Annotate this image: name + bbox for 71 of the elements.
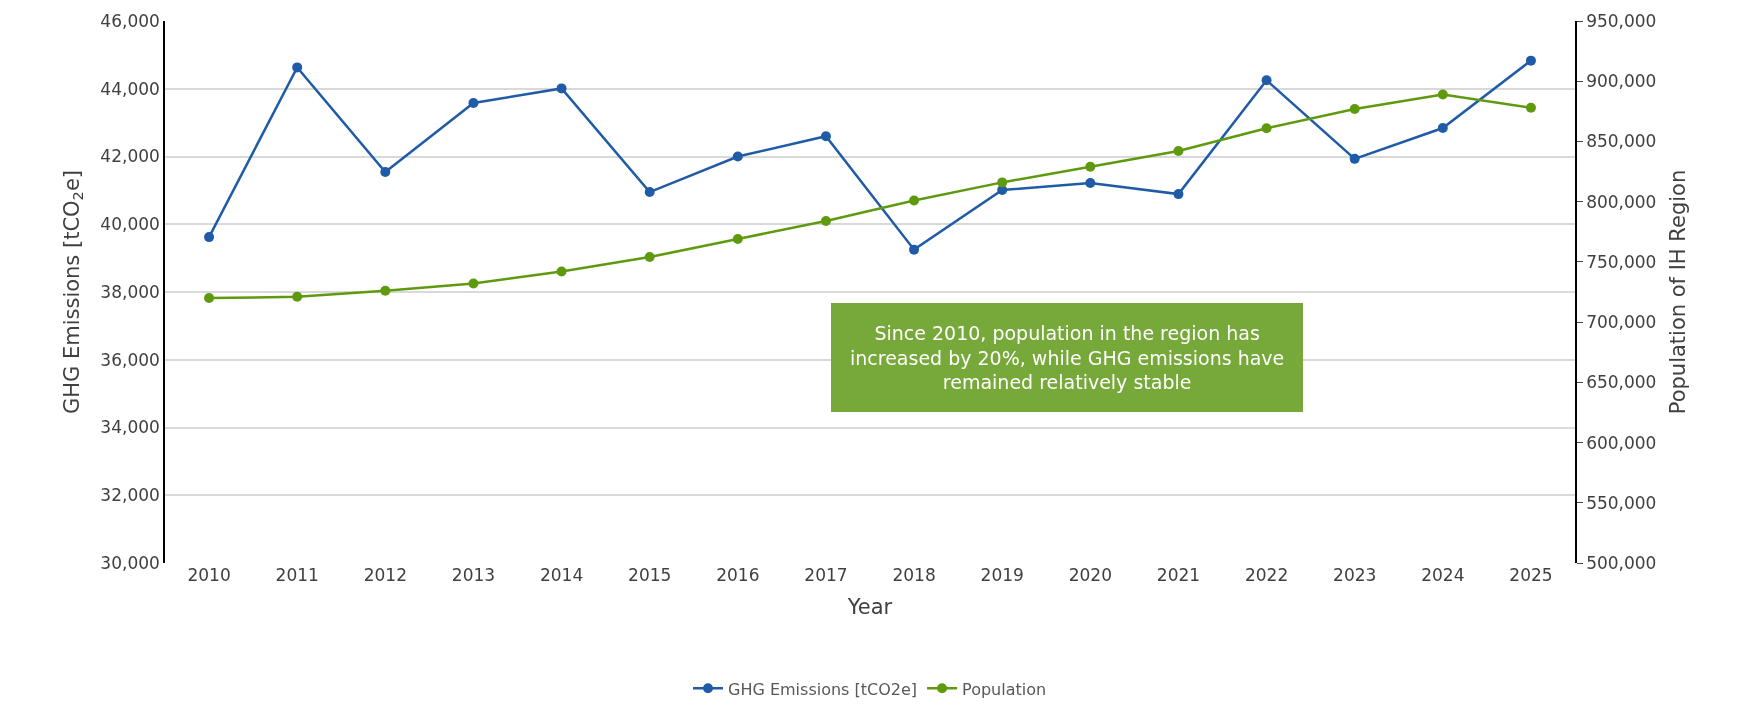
x-tick-label: 2023 bbox=[1333, 565, 1377, 585]
y2-tick-label: 650,000 bbox=[1586, 372, 1657, 393]
y2-tick-label: 500,000 bbox=[1586, 552, 1657, 573]
y2-axis-title: Population of IH Region bbox=[1666, 169, 1691, 415]
point bbox=[909, 244, 920, 255]
x-tick-label: 2019 bbox=[980, 565, 1024, 585]
x-tick-label: 2022 bbox=[1244, 565, 1289, 585]
y-tick-label: 38,000 bbox=[100, 281, 160, 302]
x-tick-label: 2011 bbox=[275, 565, 319, 585]
point bbox=[1173, 146, 1184, 157]
x-tick-label: 2017 bbox=[804, 565, 848, 585]
point bbox=[204, 293, 215, 304]
legend-label: GHG Emissions [tCO2e] bbox=[728, 679, 918, 699]
point bbox=[1261, 75, 1272, 86]
point bbox=[204, 232, 215, 243]
point bbox=[820, 215, 831, 226]
point bbox=[1173, 189, 1184, 200]
point bbox=[556, 83, 567, 94]
y2-tick-label: 950,000 bbox=[1586, 10, 1657, 31]
point bbox=[1349, 153, 1360, 164]
point bbox=[1437, 123, 1448, 134]
x-tick-label: 2010 bbox=[187, 565, 231, 585]
point bbox=[644, 187, 655, 198]
y-tick-label: 42,000 bbox=[100, 146, 160, 167]
x-tick-label: 2020 bbox=[1068, 565, 1112, 585]
y-tick-label: 30,000 bbox=[100, 552, 160, 573]
x-tick-label: 2015 bbox=[628, 565, 672, 585]
y-tick-label: 46,000 bbox=[100, 10, 160, 31]
y-tick-label: 32,000 bbox=[100, 485, 160, 506]
legend-label: Population bbox=[962, 679, 1047, 699]
x-tick-label: 2014 bbox=[539, 565, 584, 585]
x-tick-label: 2016 bbox=[716, 565, 760, 585]
point bbox=[997, 177, 1008, 188]
x-axis-title: Year bbox=[846, 595, 893, 620]
y-tick-label: 34,000 bbox=[100, 417, 160, 438]
point bbox=[468, 278, 479, 289]
point bbox=[556, 266, 567, 277]
y2-tick-label: 750,000 bbox=[1586, 251, 1657, 272]
point bbox=[644, 252, 655, 263]
point bbox=[1085, 161, 1096, 172]
point bbox=[292, 62, 303, 73]
y-tick-label: 36,000 bbox=[100, 349, 160, 370]
point bbox=[732, 234, 743, 244]
point bbox=[380, 167, 391, 178]
x-tick-label: 2018 bbox=[892, 565, 936, 585]
point bbox=[1525, 102, 1536, 113]
point bbox=[1437, 89, 1448, 100]
x-tick-label: 2024 bbox=[1421, 565, 1465, 585]
y2-tick-label: 600,000 bbox=[1586, 432, 1657, 453]
y2-tick-label: 550,000 bbox=[1586, 492, 1657, 513]
point bbox=[1525, 55, 1536, 66]
point bbox=[909, 195, 920, 206]
y-tick-label: 44,000 bbox=[100, 78, 160, 99]
y-tick-label: 40,000 bbox=[100, 214, 160, 235]
point bbox=[292, 291, 303, 302]
y2-tick-label: 900,000 bbox=[1586, 71, 1657, 92]
point bbox=[468, 97, 479, 108]
point bbox=[820, 131, 831, 142]
point bbox=[1085, 177, 1096, 188]
point bbox=[732, 151, 743, 162]
x-tick-label: 2021 bbox=[1156, 565, 1201, 585]
x-tick-label: 2012 bbox=[363, 565, 407, 585]
point bbox=[1261, 123, 1272, 134]
annotation: Since 2010, population in the region has increased by 20%, while GHG emissions have remained relatively stable bbox=[850, 322, 1285, 394]
y2-tick-label: 800,000 bbox=[1586, 191, 1657, 212]
x-tick-label: 2025 bbox=[1509, 565, 1553, 585]
point bbox=[1349, 103, 1360, 114]
y2-tick-label: 850,000 bbox=[1586, 131, 1657, 152]
y2-tick-label: 700,000 bbox=[1586, 312, 1657, 333]
point bbox=[380, 285, 391, 296]
x-tick-label: 2013 bbox=[451, 565, 496, 585]
